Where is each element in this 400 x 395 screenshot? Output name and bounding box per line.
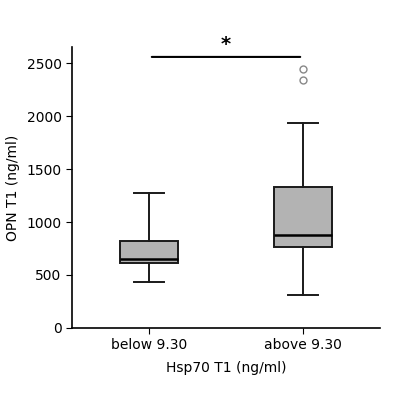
Text: *: * bbox=[221, 35, 231, 54]
PathPatch shape bbox=[120, 241, 178, 263]
Y-axis label: OPN T1 (ng/ml): OPN T1 (ng/ml) bbox=[6, 135, 20, 241]
PathPatch shape bbox=[274, 187, 332, 247]
X-axis label: Hsp70 T1 (ng/ml): Hsp70 T1 (ng/ml) bbox=[166, 361, 286, 374]
